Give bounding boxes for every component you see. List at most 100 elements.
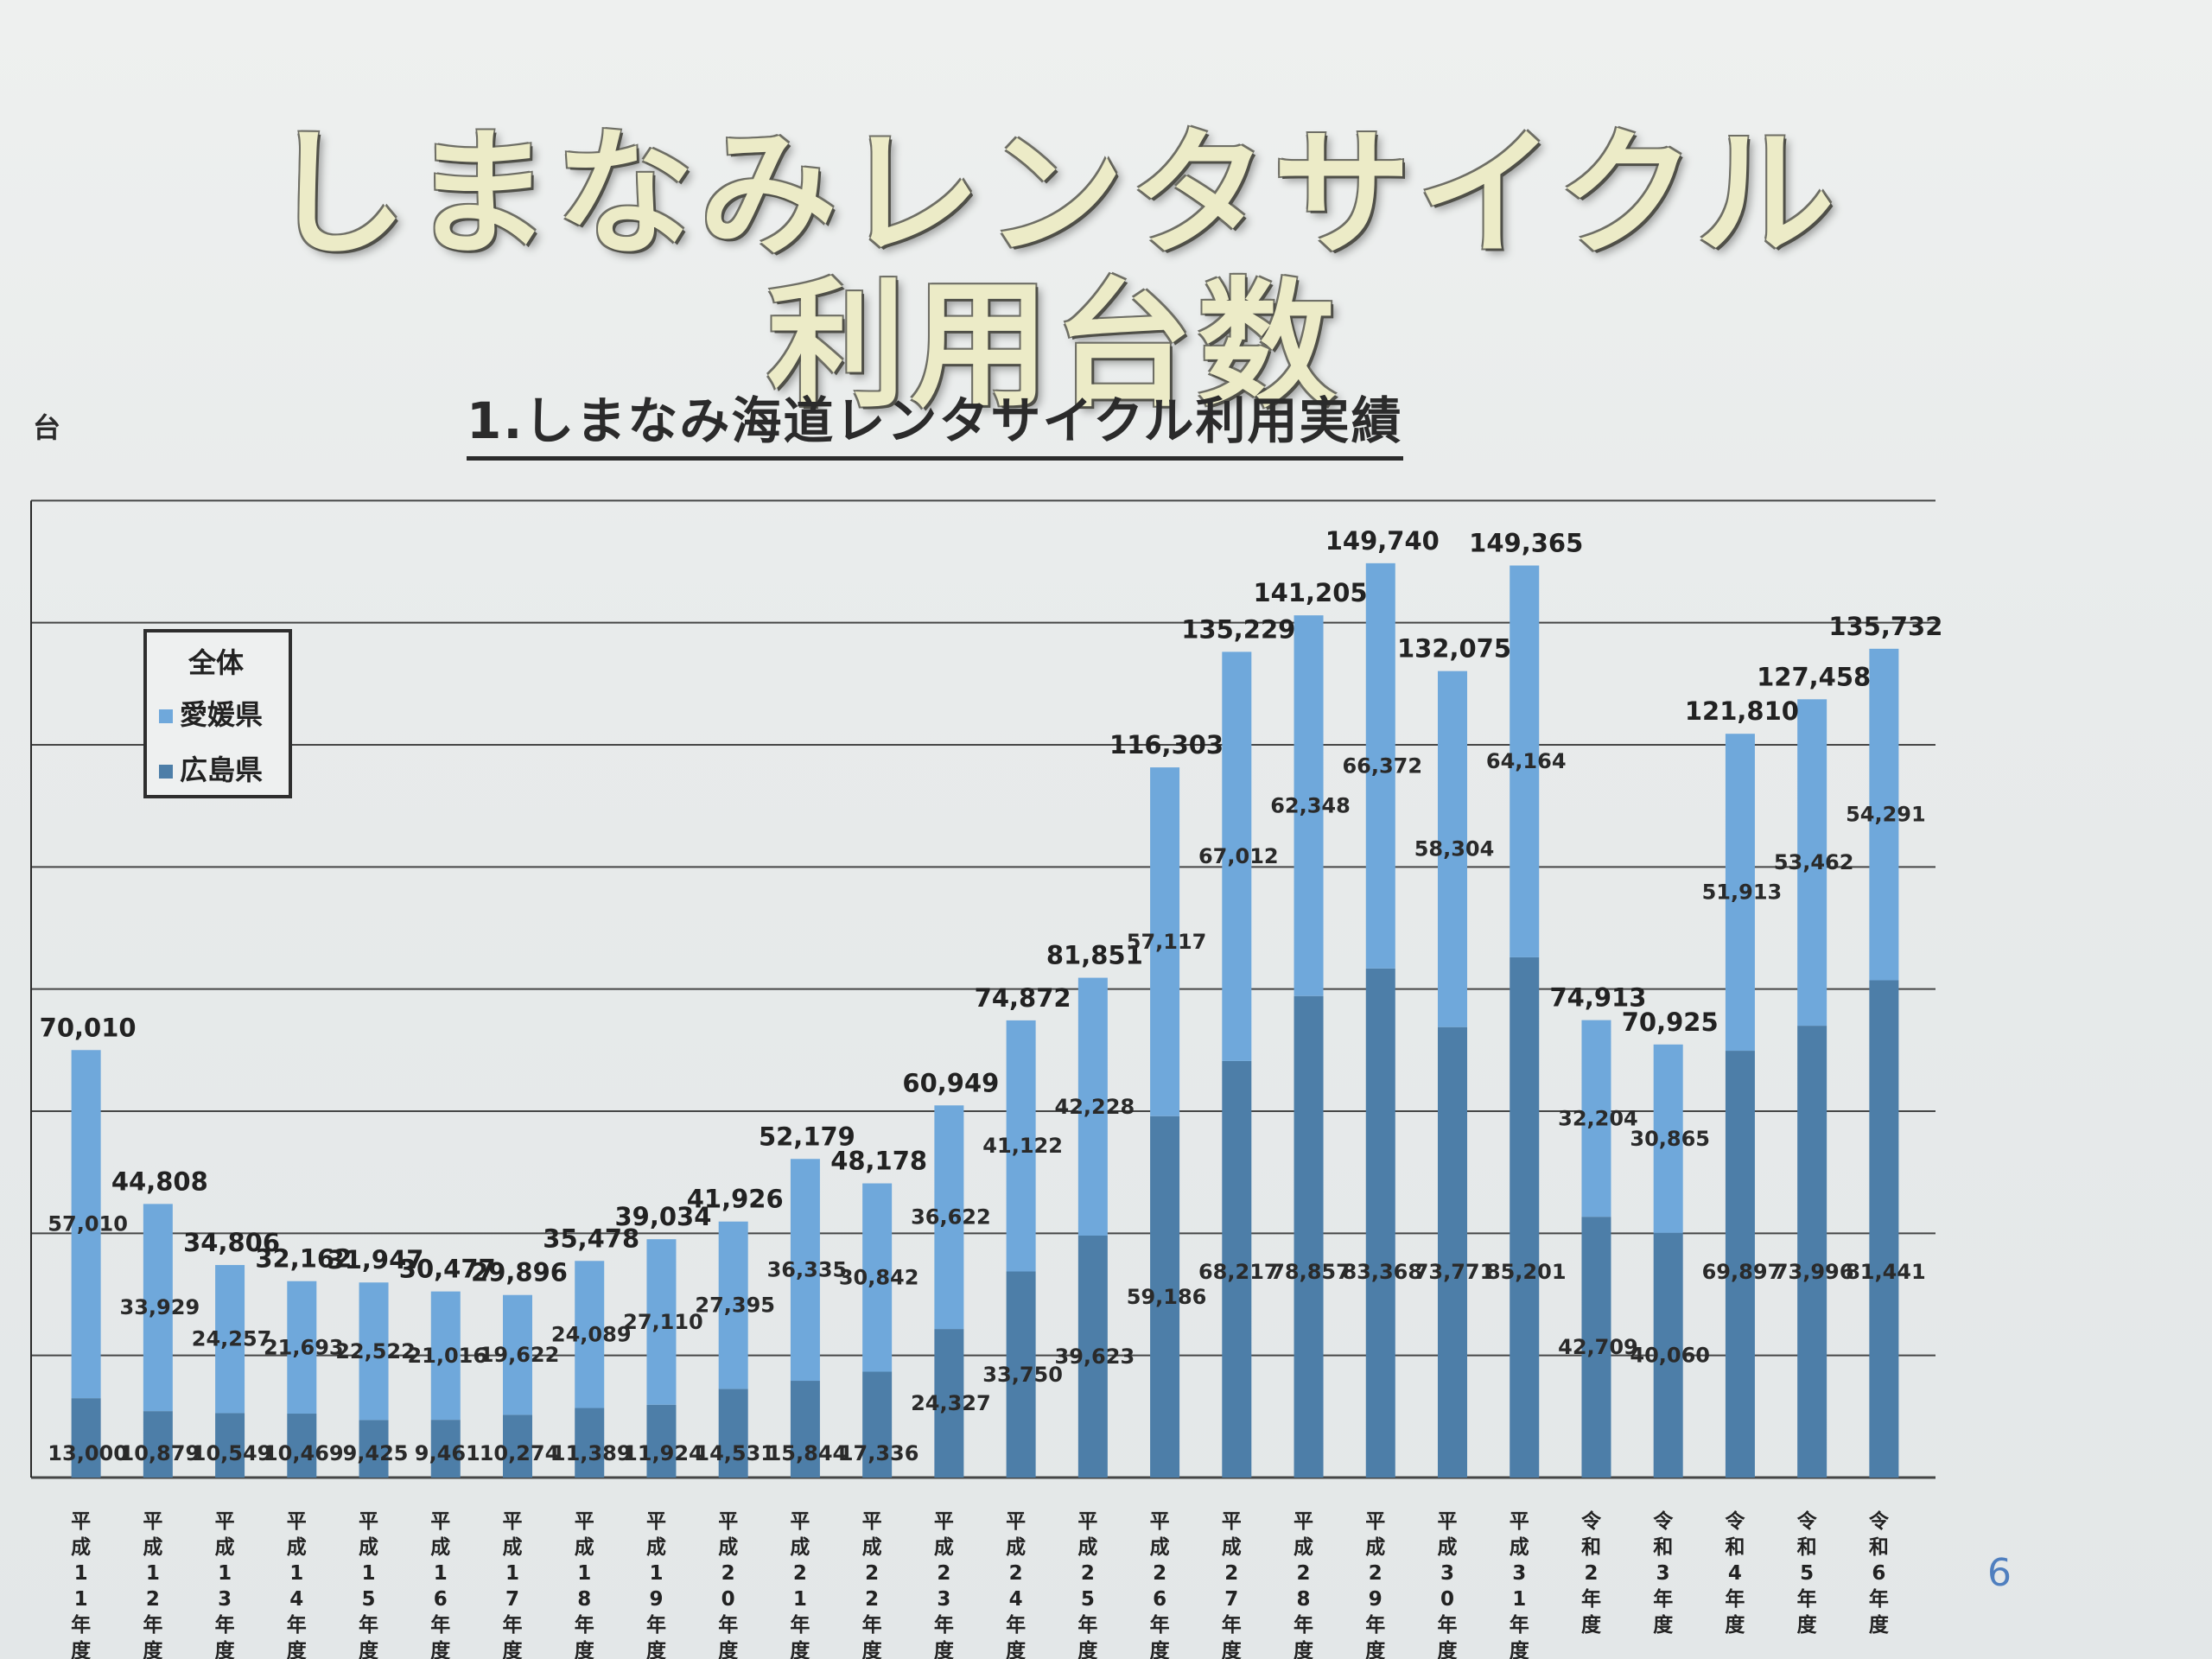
bar-hiroshima: [71, 1398, 101, 1478]
ehime-value-label: 41,122: [982, 1134, 1063, 1158]
hiroshima-value-label: 9,461: [415, 1441, 480, 1465]
category-label: 平成 2 8 年度: [1294, 1510, 1314, 1659]
ehime-value-label: 32,204: [1558, 1106, 1638, 1130]
total-label: 30,477: [399, 1255, 496, 1284]
total-label: 70,925: [1622, 1007, 1719, 1037]
bar-hiroshima: [718, 1389, 748, 1478]
hiroshima-value-label: 11,389: [551, 1441, 632, 1465]
category-label: 平成 2 6 年度: [1150, 1510, 1171, 1659]
bar-ehime: [1150, 767, 1180, 1116]
hiroshima-value-label: 73,996: [1774, 1260, 1854, 1284]
category-label: 平成 1 8 年度: [575, 1510, 595, 1659]
ehime-value-label: 19,622: [480, 1343, 560, 1367]
hiroshima-value-label: 39,623: [1055, 1344, 1135, 1369]
bar-ehime: [1653, 1044, 1683, 1233]
total-label: 31,947: [327, 1245, 424, 1274]
category-labels: 平成 1 1 年度 平成 1 2 年度 平成 1 3 年度 平成 1 4 年度 平成 1 5 年度 平成 1 6 年度 平成 1 7…: [71, 1510, 1890, 1659]
ehime-value-label: 51,913: [1702, 880, 1783, 905]
total-label: 48,178: [830, 1147, 927, 1176]
total-label: 132,075: [1397, 634, 1511, 664]
total-label: 32,162: [255, 1244, 352, 1274]
total-label: 52,179: [759, 1122, 855, 1151]
ehime-value-label: 53,462: [1774, 850, 1854, 874]
ehime-value-label: 57,117: [1127, 930, 1207, 954]
total-label: 34,806: [183, 1228, 280, 1257]
ehime-value-label: 33,929: [120, 1295, 200, 1319]
category-label: 令和 6 年度: [1869, 1510, 1890, 1637]
ehime-value-label: 30,842: [839, 1266, 919, 1290]
category-label: 平成 1 3 年度: [215, 1510, 236, 1659]
bar-ehime: [1725, 734, 1755, 1052]
total-label: 60,949: [902, 1068, 999, 1097]
hiroshima-value-label: 42,709: [1558, 1335, 1638, 1359]
hiroshima-value-label: 13,000: [48, 1441, 128, 1465]
y-axis-unit: 台: [33, 411, 61, 444]
hiroshima-value-label: 73,771: [1414, 1260, 1495, 1284]
total-label: 74,872: [975, 983, 1071, 1013]
bar-ehime: [215, 1265, 245, 1414]
bar-hiroshima: [646, 1404, 677, 1478]
category-label: 平成 2 3 年度: [934, 1510, 955, 1659]
total-label: 135,229: [1181, 614, 1295, 644]
ehime-value-label: 62,348: [1270, 793, 1351, 817]
bar-hiroshima: [1797, 1026, 1827, 1478]
page-title-line2: 利用台数: [766, 264, 1341, 426]
category-label: 平成 1 2 年度: [143, 1510, 163, 1659]
legend-item-ehime: 愛媛県: [159, 693, 263, 733]
total-label: 81,851: [1046, 941, 1143, 970]
bar-hiroshima: [790, 1381, 820, 1478]
total-label: 127,458: [1757, 662, 1871, 691]
bar-ehime: [1006, 1020, 1036, 1272]
hiroshima-value-label: 78,857: [1270, 1260, 1351, 1284]
bar-ehime: [1869, 648, 1899, 981]
bar-ehime: [790, 1159, 820, 1382]
page-number: 6: [1987, 1551, 2012, 1595]
bar-hiroshima: [934, 1329, 964, 1478]
category-label: 平成 2 9 年度: [1365, 1510, 1386, 1659]
bar-hiroshima: [862, 1371, 893, 1478]
bar-hiroshima: [215, 1413, 245, 1478]
bar-hiroshima: [1294, 995, 1324, 1478]
ehime-value-label: 36,622: [911, 1205, 991, 1230]
legend-swatch-hiroshima: [159, 765, 173, 779]
category-label: 平成 3 0 年度: [1438, 1510, 1459, 1659]
ehime-value-label: 24,089: [551, 1322, 632, 1346]
hiroshima-value-label: 10,274: [480, 1441, 560, 1465]
category-label: 令和 2 年度: [1581, 1510, 1602, 1637]
bar-hiroshima: [430, 1420, 461, 1478]
ehime-value-label: 36,335: [767, 1258, 848, 1282]
bar-ehime: [1365, 563, 1395, 969]
bar-hiroshima: [1150, 1116, 1180, 1478]
hiroshima-value-label: 68,217: [1198, 1260, 1279, 1284]
ehime-value-label: 57,010: [48, 1212, 128, 1236]
total-label: 141,205: [1253, 578, 1367, 607]
ehime-value-label: 58,304: [1414, 837, 1495, 861]
bar-hiroshima: [1006, 1271, 1036, 1478]
hiroshima-value-label: 85,201: [1486, 1260, 1567, 1284]
bar-ehime: [934, 1105, 964, 1330]
hiroshima-value-label: 15,844: [767, 1441, 848, 1465]
bar-hiroshima: [575, 1408, 605, 1478]
ehime-value-label: 27,395: [695, 1294, 775, 1318]
bar-hiroshima: [1365, 968, 1395, 1478]
category-label: 平成 2 1 年度: [790, 1510, 810, 1659]
ehime-value-label: 27,110: [623, 1310, 703, 1334]
hiroshima-value-label: 11,924: [623, 1441, 703, 1465]
hiroshima-value-label: 17,336: [839, 1441, 919, 1465]
grid-lines: [30, 499, 1936, 1479]
ehime-value-label: 66,372: [1342, 753, 1422, 778]
bar-ehime: [503, 1294, 532, 1415]
bar-ehime: [1294, 615, 1324, 996]
category-label: 平成 2 5 年度: [1077, 1510, 1098, 1659]
legend-title: 全体: [188, 646, 245, 679]
data-labels: 70,010 57,010 13,000 44,808 33,929 10,879 34,8…: [40, 526, 1943, 1465]
bar-ehime: [862, 1183, 893, 1372]
bar-ehime: [1797, 699, 1827, 1027]
total-label: 121,810: [1685, 696, 1799, 726]
total-label: 35,478: [543, 1224, 639, 1253]
bar-hiroshima: [143, 1411, 173, 1478]
hiroshima-value-label: 69,897: [1702, 1260, 1783, 1284]
ehime-value-label: 54,291: [1846, 803, 1926, 827]
